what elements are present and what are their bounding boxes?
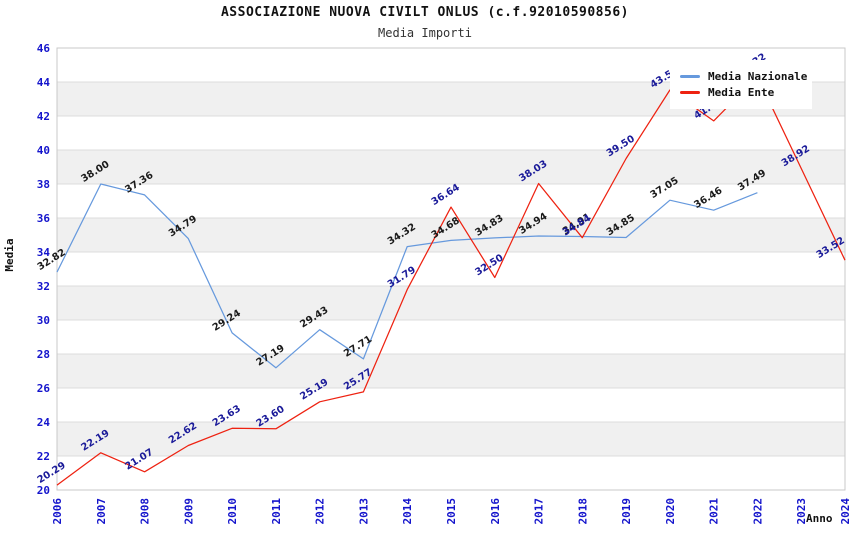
x-tick-label: 2012 (314, 498, 327, 525)
x-tick-label: 2022 (751, 498, 764, 525)
plot-band (57, 218, 845, 252)
y-tick-label: 32 (37, 280, 50, 293)
plot-band (57, 422, 845, 456)
plot-border (56, 47, 846, 491)
y-tick-label: 20 (37, 484, 50, 497)
x-tick-label: 2015 (445, 498, 458, 525)
x-tick-label: 2011 (270, 498, 283, 525)
data-label-media-nazionale: 36.46 (692, 185, 724, 211)
y-axis-title: Media (3, 238, 16, 272)
legend-label-nazionale: Media Nazionale (708, 70, 808, 83)
y-tick-label: 46 (37, 42, 51, 55)
x-tick-label: 2020 (664, 498, 677, 525)
y-tick-label: 34 (37, 246, 51, 259)
x-tick-label: 2007 (95, 498, 108, 525)
y-tick-label: 38 (37, 178, 50, 191)
y-tick-label: 26 (37, 382, 51, 395)
legend-item-media-nazionale: Media Nazionale (680, 70, 812, 83)
series-line-media-nazionale (56, 183, 758, 369)
x-tick-label: 2016 (489, 498, 502, 525)
chart-subtitle: Media Importi (378, 26, 472, 40)
chart-title: ASSOCIAZIONE NUOVA CIVILT ONLUS (c.f.920… (220, 5, 629, 20)
x-tick-label: 2024 (839, 498, 850, 525)
y-tick-label: 24 (37, 416, 51, 429)
x-tick-label: 2009 (182, 498, 195, 525)
y-tick-label: 30 (37, 314, 50, 327)
series-line-media-ente (56, 75, 846, 486)
plot-band (57, 286, 845, 320)
y-tick-label: 42 (37, 110, 50, 123)
x-tick-label: 2010 (226, 498, 239, 525)
x-tick-label: 2021 (708, 498, 721, 525)
x-tick-label: 2014 (401, 498, 414, 525)
x-tick-label: 2018 (576, 498, 589, 525)
legend-line-nazionale-icon (680, 75, 700, 78)
x-tick-label: 2019 (620, 498, 633, 525)
data-label-media-ente: 20.29 (36, 460, 68, 486)
x-tick-label: 2013 (357, 498, 370, 525)
y-tick-label: 44 (37, 76, 51, 89)
data-label-media-ente: 36.64 (430, 182, 462, 208)
y-tick-label: 22 (37, 450, 50, 463)
y-tick-label: 28 (37, 348, 50, 361)
legend-line-ente-icon (680, 91, 700, 94)
y-tick-label: 40 (37, 144, 50, 157)
x-tick-label: 2017 (533, 498, 546, 525)
plot-band (57, 150, 845, 184)
x-tick-label: 2008 (139, 498, 152, 525)
legend: Media Nazionale Media Ente (670, 60, 812, 109)
x-axis-title: Anno (806, 512, 833, 525)
y-tick-label: 36 (37, 212, 51, 225)
legend-label-ente: Media Ente (708, 86, 775, 99)
legend-item-media-ente: Media Ente (680, 86, 812, 99)
x-tick-label: 2006 (51, 498, 64, 525)
plot-band (57, 354, 845, 388)
x-tick-label: 2023 (795, 498, 808, 525)
